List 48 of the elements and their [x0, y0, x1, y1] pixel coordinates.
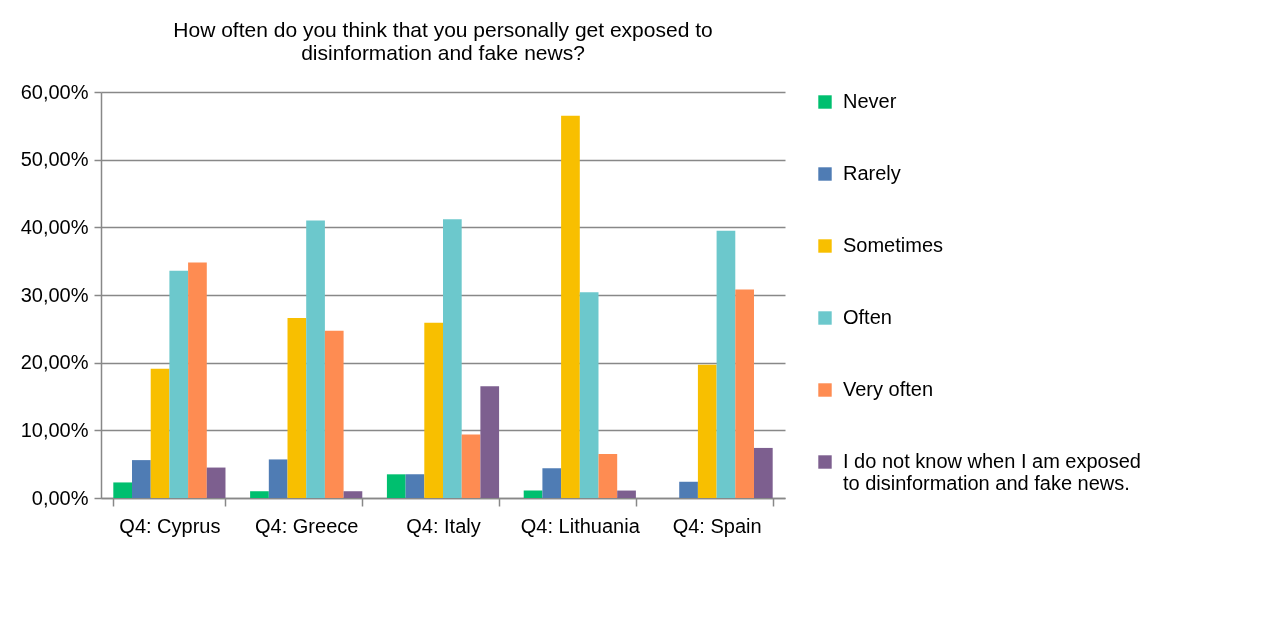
- y-tick-label: 40,00%: [20, 215, 89, 238]
- bar: [617, 490, 636, 498]
- bar: [250, 491, 269, 498]
- x-tick-label: Q4: Italy: [406, 514, 481, 537]
- y-tick-label: 50,00%: [20, 148, 89, 171]
- bar: [343, 491, 363, 498]
- bar: [598, 454, 618, 498]
- bar: [132, 460, 151, 498]
- x-tick-label: Q4: Lithuania: [520, 514, 641, 537]
- chart-title: How often do you think that you personally get exposed to disinformation and fake news?: [173, 18, 713, 64]
- bar: [206, 467, 226, 498]
- bar: [480, 386, 500, 498]
- bar: [324, 330, 344, 498]
- legend-label: Never: [843, 90, 897, 112]
- bar: [169, 270, 189, 498]
- bar: [753, 447, 773, 498]
- bar: [716, 230, 736, 498]
- bar: [405, 474, 425, 498]
- legend-label: I do not know when I am exposed to disinformation and fake news.: [843, 450, 1141, 494]
- bar: [268, 459, 288, 498]
- bar: [443, 219, 462, 498]
- bar: [679, 481, 698, 498]
- bar: [523, 490, 543, 498]
- bar: [113, 482, 133, 498]
- x-tick-label: Q4: Cyprus: [119, 514, 221, 537]
- bar: [150, 368, 170, 498]
- bar: [697, 364, 717, 498]
- y-tick-label: 30,00%: [20, 283, 89, 306]
- bar: [188, 262, 207, 498]
- bar: [386, 474, 406, 498]
- x-tick-label: Q4: Greece: [255, 514, 359, 537]
- legend-label: Sometimes: [843, 234, 944, 256]
- bar: [542, 468, 562, 498]
- bar: [579, 292, 599, 498]
- y-tick-label: 20,00%: [20, 351, 89, 374]
- bar: [424, 322, 443, 498]
- x-tick-label: Q4: Spain: [672, 514, 762, 537]
- bar: [287, 318, 307, 498]
- bar: [735, 289, 754, 498]
- legend-label: Rarely: [843, 162, 901, 184]
- legend-label: Often: [843, 306, 892, 328]
- bar: [306, 220, 325, 498]
- y-tick-label: 0,00%: [31, 486, 89, 509]
- bar: [561, 115, 580, 498]
- bar: [461, 434, 481, 498]
- y-tick-label: 10,00%: [20, 418, 89, 441]
- y-tick-label: 60,00%: [20, 80, 89, 103]
- legend-label: Very often: [843, 378, 934, 400]
